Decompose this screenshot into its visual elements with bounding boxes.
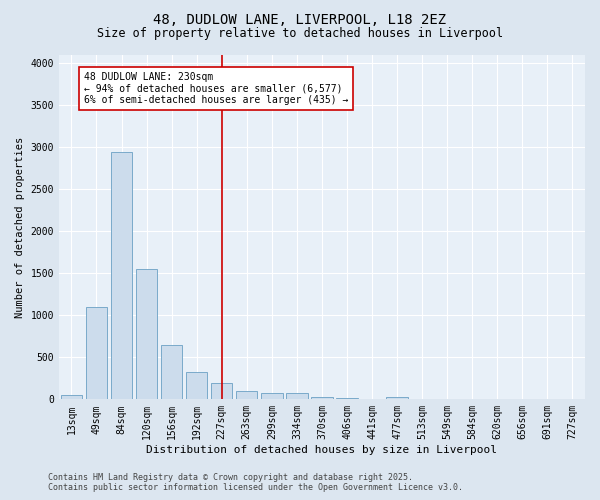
Bar <box>136 269 157 400</box>
X-axis label: Distribution of detached houses by size in Liverpool: Distribution of detached houses by size … <box>146 445 497 455</box>
Y-axis label: Number of detached properties: Number of detached properties <box>15 136 25 318</box>
Bar <box>236 391 257 400</box>
Text: Size of property relative to detached houses in Liverpool: Size of property relative to detached ho… <box>97 28 503 40</box>
Text: 48 DUDLOW LANE: 230sqm
← 94% of detached houses are smaller (6,577)
6% of semi-d: 48 DUDLOW LANE: 230sqm ← 94% of detached… <box>84 72 349 105</box>
Bar <box>311 397 332 400</box>
Text: 48, DUDLOW LANE, LIVERPOOL, L18 2EZ: 48, DUDLOW LANE, LIVERPOOL, L18 2EZ <box>154 12 446 26</box>
Bar <box>261 392 283 400</box>
Bar <box>86 307 107 400</box>
Bar <box>211 382 232 400</box>
Bar <box>61 395 82 400</box>
Text: Contains HM Land Registry data © Crown copyright and database right 2025.
Contai: Contains HM Land Registry data © Crown c… <box>48 473 463 492</box>
Bar <box>111 152 132 400</box>
Bar <box>286 392 308 400</box>
Bar <box>186 372 208 400</box>
Bar <box>337 398 358 400</box>
Bar <box>386 397 408 400</box>
Bar <box>161 344 182 400</box>
